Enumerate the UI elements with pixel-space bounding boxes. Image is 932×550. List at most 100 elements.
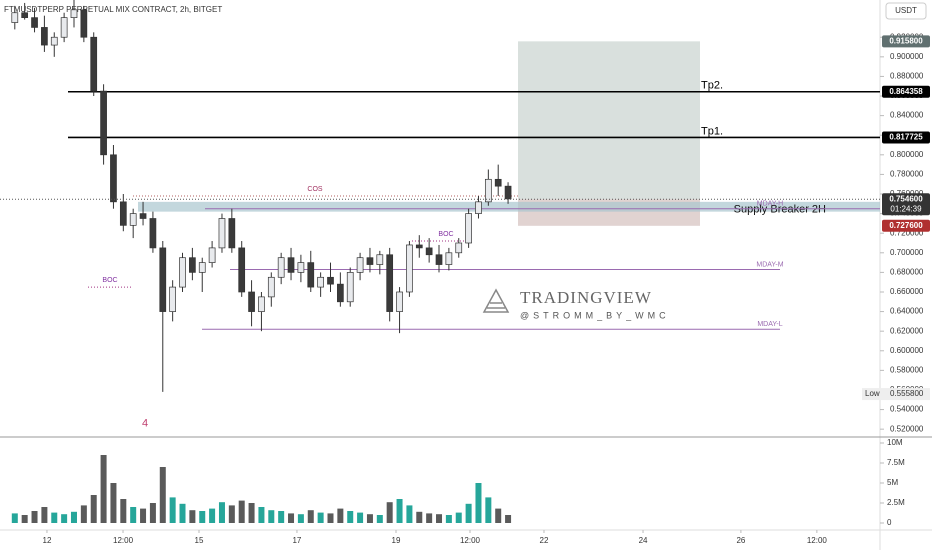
volume-bar (21, 515, 28, 523)
candle-body (504, 185, 512, 200)
candle-body (356, 257, 364, 273)
volume-bar (130, 507, 137, 523)
candle-body (238, 247, 246, 293)
position-tag-label: 0.727600 (889, 221, 923, 230)
y-tick-label: 0.600000 (890, 346, 924, 355)
volume-bar (327, 513, 334, 523)
candle-body (287, 257, 295, 273)
x-tick-label: 15 (195, 536, 204, 545)
candle-body (218, 218, 226, 249)
supply-zone-label: Supply Breaker 2H (734, 204, 826, 216)
candle-body (406, 244, 413, 293)
boc-label: BOC (438, 231, 453, 238)
volume-bar (347, 511, 354, 523)
candle-body (100, 90, 107, 156)
currency-box[interactable] (885, 2, 927, 20)
volume-bar (258, 507, 265, 523)
volume-bar (110, 483, 117, 523)
candle-body (41, 27, 48, 46)
watermark-logo (482, 288, 510, 313)
volume-bar (120, 499, 127, 523)
countdown-label: 01:24:39 (890, 204, 922, 213)
volume-bar (51, 512, 58, 523)
y-tick-label: 0.880000 (890, 72, 924, 81)
y-tick-label: 0.660000 (890, 287, 924, 296)
candle-body (110, 154, 117, 203)
candle-body (445, 252, 453, 265)
candle-body (21, 12, 29, 18)
volume-bar (386, 502, 393, 523)
boc-label: BOC (102, 277, 117, 284)
volume-bar (199, 511, 206, 523)
low-label: Low (865, 389, 880, 398)
candle-body (169, 286, 176, 312)
volume-tick-label: 5M (887, 478, 898, 487)
volume-bar (505, 515, 512, 523)
volume-bar (465, 503, 472, 523)
y-tick-label: 0.640000 (890, 307, 924, 316)
x-tick-label: 12:00 (113, 536, 134, 545)
volume-bar (366, 514, 373, 523)
candle-body (11, 12, 19, 23)
candle-body (90, 36, 98, 92)
candle-body (475, 201, 482, 214)
volume-bar (179, 503, 186, 523)
candle-body (189, 257, 196, 273)
position-tag (882, 219, 930, 232)
volume-bar (159, 467, 166, 523)
y-tick-label: 0.900000 (890, 52, 924, 61)
volume-bar (436, 514, 443, 523)
volume-bar (11, 513, 18, 523)
candle-body (248, 291, 255, 312)
volume-bar (61, 514, 68, 523)
y-tick-label: 0.520000 (890, 424, 924, 433)
volume-bar (228, 505, 235, 523)
price-tag (882, 131, 930, 144)
candle-body (415, 244, 423, 249)
price-tag-label: 0.864358 (889, 87, 923, 96)
candle-body (149, 218, 157, 249)
volume-bar (100, 455, 107, 523)
candle-body (376, 254, 384, 265)
volume-bar (455, 512, 462, 523)
low-tag (862, 388, 930, 401)
candle-body (277, 257, 285, 278)
candle-body (198, 262, 206, 273)
price-tag-label: 0.817725 (889, 133, 923, 142)
candle-body (435, 254, 443, 265)
volume-bar (357, 512, 364, 523)
last-price-label: 0.754600 (889, 194, 923, 203)
y-tick-label: 0.720000 (890, 228, 924, 237)
candle-body (228, 218, 236, 249)
tp-label: Tp2. (701, 80, 723, 92)
price-tag (882, 85, 930, 98)
wave-label: 4 (142, 418, 148, 430)
volume-tick-label: 10M (887, 438, 903, 447)
volume-bar (238, 500, 245, 523)
candle-body (80, 9, 88, 38)
candle-body (258, 296, 265, 312)
volume-bar (445, 515, 452, 523)
candle-body (425, 247, 433, 256)
volume-bar (248, 503, 255, 523)
volume-bar (337, 508, 344, 523)
tp-label: Tp1. (701, 125, 723, 137)
volume-bar (297, 514, 304, 523)
candle-body (307, 262, 315, 288)
volume-bar (416, 511, 423, 523)
position-box (518, 41, 700, 226)
watermark-author: @STROMM_BY_WMC (520, 310, 670, 320)
volume-bar (169, 497, 176, 523)
position-tag (882, 35, 930, 48)
volume-bar (288, 513, 295, 523)
volume-bar (268, 510, 275, 523)
candle-body (396, 291, 403, 312)
volume-bar (31, 511, 38, 523)
chart-title: FTMUSDTPERP PERPETUAL MIX CONTRACT, 2h, … (4, 5, 222, 14)
x-tick-label: 22 (540, 536, 549, 545)
x-tick-label: 17 (292, 536, 301, 545)
currency[interactable]: USDT (895, 6, 917, 15)
volume-bar (376, 515, 383, 523)
volume-bar (307, 510, 314, 523)
